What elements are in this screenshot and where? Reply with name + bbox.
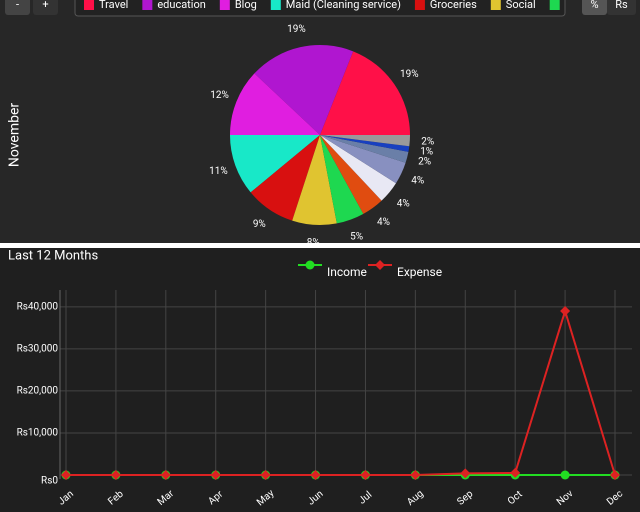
y-tick-label: Rs10,000 <box>17 428 59 439</box>
section-label: Last 12 Months <box>8 248 98 263</box>
point <box>210 470 221 480</box>
legend-swatch <box>219 0 230 10</box>
rupee-button[interactable] <box>607 0 636 15</box>
y-tick-label: Rs40,000 <box>17 301 59 312</box>
point <box>110 470 121 480</box>
slice-label: 9% <box>253 219 266 230</box>
legend-box <box>74 0 566 17</box>
pie-slice <box>230 135 320 193</box>
series-line <box>66 307 616 476</box>
divider <box>0 243 640 248</box>
line-panel <box>0 248 640 512</box>
point <box>510 467 521 478</box>
plus-button[interactable] <box>33 0 58 15</box>
rupee-label[interactable]: Rs <box>615 0 628 11</box>
pie-slice <box>292 135 337 226</box>
slice-label: 19% <box>400 69 419 80</box>
legend-label: Maid (Cleaning service) <box>286 0 401 11</box>
legend-label: Blog <box>235 0 257 11</box>
minus-label[interactable]: - <box>16 0 19 11</box>
pie-slice <box>320 135 410 152</box>
pie-slice <box>320 135 409 163</box>
pie-slice <box>320 135 364 224</box>
legend-label: Travel <box>99 0 128 11</box>
pie-slice <box>250 135 320 221</box>
plus-label[interactable]: + <box>42 0 48 11</box>
slice-label: 5% <box>350 231 363 242</box>
point <box>360 470 371 480</box>
slice-label: 4% <box>377 217 390 228</box>
point <box>310 470 321 480</box>
pie-slice <box>320 135 396 201</box>
pie-slice <box>230 73 320 135</box>
point <box>560 306 571 317</box>
legend-swatch <box>270 0 281 10</box>
month-label: November <box>7 103 23 168</box>
point <box>410 470 421 480</box>
point <box>61 470 71 480</box>
slice-label: 2% <box>418 156 431 167</box>
minus-button[interactable] <box>5 0 30 15</box>
percent-label[interactable]: % <box>590 0 598 11</box>
legend-label: Groceries <box>430 0 477 11</box>
legend-swatch <box>142 0 153 10</box>
slice-label: 11% <box>209 166 228 177</box>
legend-swatch <box>549 0 560 10</box>
point <box>160 470 171 480</box>
y-tick-label: Rs30,000 <box>17 344 59 355</box>
legend-label: Social <box>506 0 536 11</box>
pie-slice <box>254 45 354 135</box>
point <box>560 470 570 480</box>
legend: Travel education Blog Maid (Cleaning servic… <box>84 0 560 11</box>
y-tick-label: Rs0 <box>41 476 58 487</box>
pie-slice <box>320 135 382 214</box>
pie-slice <box>320 135 410 147</box>
slice-label: 12% <box>210 90 229 101</box>
slice-label: 1% <box>420 147 433 158</box>
legend-marker <box>305 260 315 270</box>
pie-slice <box>320 51 410 136</box>
slice-label: 4% <box>397 198 410 209</box>
legend-marker <box>375 260 385 270</box>
point <box>260 470 271 480</box>
legend-swatch <box>84 0 94 10</box>
legend-label: Expense <box>397 265 442 279</box>
percent-button[interactable] <box>582 0 607 15</box>
point <box>460 468 471 479</box>
legend-swatch <box>490 0 501 10</box>
legend-swatch <box>414 0 425 10</box>
legend-label: Income <box>327 265 367 279</box>
slice-label: 19% <box>287 24 306 35</box>
y-tick-label: Rs20,000 <box>17 386 59 397</box>
slice-label: 2% <box>421 136 434 147</box>
point <box>610 470 620 480</box>
legend-label: education <box>157 0 205 11</box>
slice-label: 4% <box>411 176 424 187</box>
pie-slice <box>320 135 406 184</box>
slice-label: 8% <box>307 237 320 248</box>
